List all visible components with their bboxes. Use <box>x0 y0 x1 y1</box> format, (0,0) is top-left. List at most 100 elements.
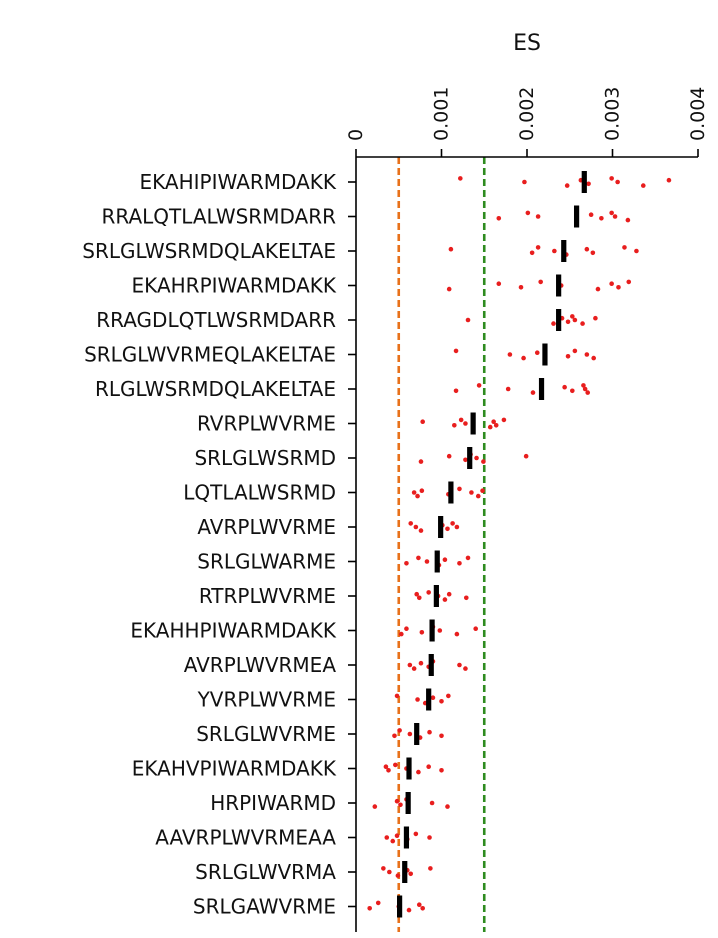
data-point <box>408 521 414 526</box>
data-point <box>518 285 524 290</box>
data-point <box>414 591 420 597</box>
data-point <box>564 183 570 188</box>
data-point <box>453 348 459 354</box>
data-point <box>612 214 618 219</box>
data-point <box>427 729 432 735</box>
data-point <box>562 384 567 390</box>
category-label: HRPIWARMD <box>210 791 336 815</box>
data-point <box>501 417 507 423</box>
data-point <box>525 210 531 216</box>
data-point <box>420 906 425 911</box>
data-point <box>565 354 571 359</box>
data-point <box>418 528 424 533</box>
data-point <box>416 555 421 561</box>
data-point <box>572 348 578 354</box>
median-bar <box>581 171 587 193</box>
data-point <box>446 591 452 597</box>
x-tick-label: 0 <box>345 129 367 141</box>
data-point <box>465 317 471 323</box>
data-point <box>535 214 541 219</box>
data-point <box>609 210 614 216</box>
category-label: AVRPLWVRME <box>197 515 336 539</box>
category-label: SRLGLWVRMEQLAKELTAE <box>84 343 336 367</box>
data-point <box>445 526 450 532</box>
data-point <box>469 490 474 495</box>
data-point <box>476 383 482 388</box>
data-point <box>454 524 460 530</box>
data-point <box>450 521 455 526</box>
data-point <box>453 388 459 394</box>
data-point <box>367 906 372 911</box>
x-tick-label: 0.002 <box>516 87 538 141</box>
data-point <box>442 557 448 562</box>
median-bar <box>573 205 580 228</box>
category-label: RLGLWSRMDQLAKELTAE <box>95 377 336 401</box>
data-point <box>593 315 598 321</box>
dot-series <box>367 176 672 913</box>
category-label: AVRPLWVRMEA <box>184 653 337 677</box>
data-point <box>415 697 420 702</box>
data-point <box>411 490 417 495</box>
data-point <box>407 662 413 668</box>
data-point <box>496 281 502 287</box>
data-point <box>599 216 604 221</box>
data-point <box>616 285 621 290</box>
category-labels: EKAHIPIWARMDAKK RRALQTLALWSRMDARR SRLGLWSR… <box>82 170 337 919</box>
data-point <box>397 728 402 733</box>
data-point <box>384 835 390 840</box>
data-point <box>473 626 479 631</box>
data-point <box>552 248 557 254</box>
data-point <box>634 248 639 254</box>
category-label: SRLGLWSRMDQLAKELTAE <box>82 239 336 263</box>
median-bar <box>467 447 473 469</box>
category-label: EKAHIPIWARMDAKK <box>140 170 337 194</box>
data-point <box>442 597 448 602</box>
x-tick-label: 0.003 <box>602 87 624 141</box>
category-label: SRLGAWVRME <box>193 895 336 919</box>
median-bar <box>434 550 440 573</box>
category-label: RRAGDLQTLWSRMDARR <box>96 308 336 332</box>
median-bar <box>538 378 545 400</box>
data-point <box>439 699 444 704</box>
data-point <box>387 869 392 875</box>
data-point <box>535 245 541 250</box>
data-point <box>426 764 431 769</box>
data-point <box>586 181 591 187</box>
category-label: LQTLALWSRMD <box>183 481 336 505</box>
median-bar <box>429 619 435 642</box>
category-label: EKAHVPIWARMDAKK <box>132 757 337 781</box>
data-point <box>398 802 403 808</box>
data-point <box>413 831 419 837</box>
category-label: SRLGLWVRME <box>196 722 336 746</box>
median-bar <box>428 654 434 676</box>
category-label: EKAHHPIWARMDAKK <box>130 619 336 643</box>
data-point <box>457 561 462 566</box>
data-point <box>395 873 401 878</box>
data-point <box>381 866 386 871</box>
data-point <box>404 626 409 631</box>
median-bar <box>405 792 411 814</box>
data-point <box>609 176 614 181</box>
data-point <box>507 352 513 357</box>
data-point <box>463 595 469 601</box>
median-bar <box>403 826 410 849</box>
data-point <box>463 421 468 426</box>
data-point <box>428 866 433 871</box>
data-point <box>565 319 571 325</box>
data-point <box>413 524 419 530</box>
median-bar <box>556 274 562 297</box>
data-point <box>404 561 409 566</box>
data-point <box>415 493 420 499</box>
data-point <box>448 246 454 252</box>
data-point <box>383 764 389 769</box>
data-point <box>590 250 596 256</box>
category-label: RTRPLWVRME <box>199 584 336 608</box>
median-bar <box>433 585 439 607</box>
data-point <box>615 179 620 185</box>
data-point <box>416 902 422 907</box>
data-point <box>446 453 452 459</box>
data-point <box>666 177 672 183</box>
data-point <box>418 660 424 666</box>
data-point <box>457 662 462 668</box>
